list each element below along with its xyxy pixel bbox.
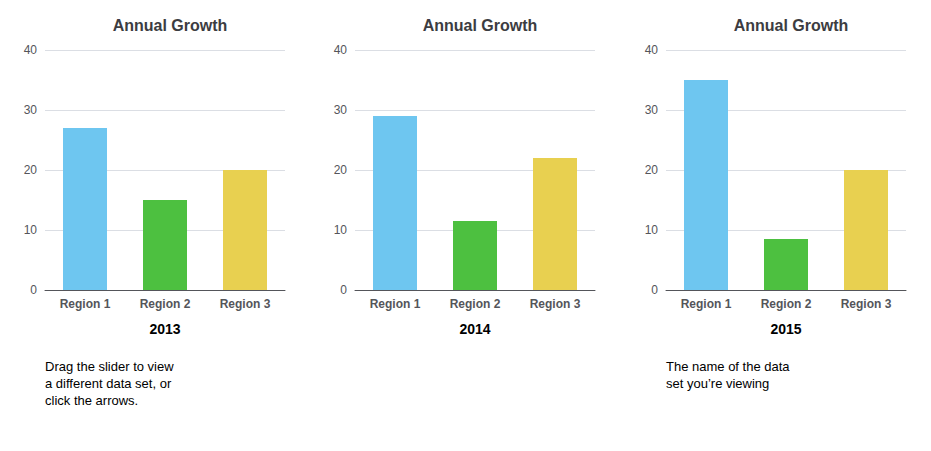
svg-text:The name of the data: The name of the data [666,359,790,374]
svg-text:Region 2: Region 2 [761,297,812,311]
svg-text:Region 3: Region 3 [220,297,271,311]
svg-text:20: 20 [645,163,659,177]
svg-text:10: 10 [645,223,659,237]
svg-text:Annual Growth: Annual Growth [423,17,538,34]
svg-text:0: 0 [30,283,37,297]
svg-text:set you’re viewing: set you’re viewing [666,376,769,391]
svg-text:a different data set, or: a different data set, or [45,376,172,391]
svg-text:40: 40 [334,43,348,57]
svg-text:Drag the slider to view: Drag the slider to view [45,359,174,374]
svg-text:0: 0 [651,283,658,297]
svg-text:Region 3: Region 3 [530,297,581,311]
svg-text:30: 30 [24,103,38,117]
svg-text:0: 0 [340,283,347,297]
svg-text:2013: 2013 [149,321,180,337]
svg-text:2015: 2015 [770,321,801,337]
svg-text:Region 1: Region 1 [370,297,421,311]
svg-text:Region 3: Region 3 [841,297,892,311]
svg-text:Region 1: Region 1 [681,297,732,311]
svg-text:Annual Growth: Annual Growth [113,17,228,34]
svg-text:20: 20 [334,163,348,177]
svg-text:Region 2: Region 2 [450,297,501,311]
svg-text:Region 2: Region 2 [140,297,191,311]
svg-text:Region 1: Region 1 [60,297,111,311]
svg-text:10: 10 [334,223,348,237]
svg-text:40: 40 [645,43,659,57]
svg-text:20: 20 [24,163,38,177]
svg-text:2014: 2014 [459,321,490,337]
svg-text:30: 30 [334,103,348,117]
svg-text:30: 30 [645,103,659,117]
svg-text:click the arrows.: click the arrows. [45,393,138,408]
svg-text:10: 10 [24,223,38,237]
svg-text:40: 40 [24,43,38,57]
svg-text:Annual Growth: Annual Growth [734,17,849,34]
